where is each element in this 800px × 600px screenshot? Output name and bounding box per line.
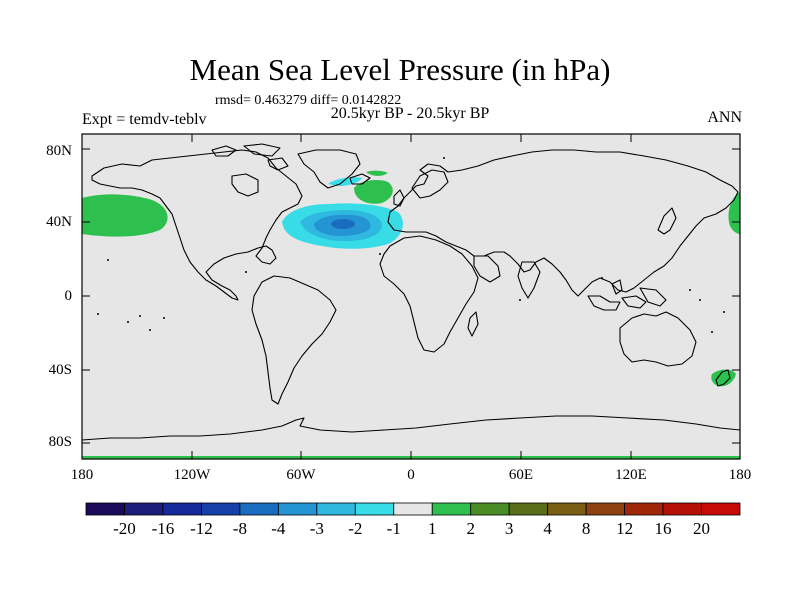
colorbar-swatch — [431, 502, 472, 516]
colorbar-swatch — [162, 502, 202, 516]
stats-text: rmsd= 0.463279 diff= 0.0142822 — [215, 93, 402, 108]
lon-label-0: 0 — [407, 467, 415, 483]
colorbar-tick-label: 12 — [616, 519, 634, 538]
colorbar-tick-label: 3 — [504, 519, 514, 538]
lat-label-80n: 80N — [46, 143, 72, 159]
coastline-antarctica — [82, 415, 740, 441]
colorbar-tick-label: 20 — [693, 519, 711, 538]
colorbar-tick-label: -2 — [348, 519, 363, 538]
colorbar-tick-label: -12 — [190, 519, 213, 538]
coastline-greenland — [297, 149, 361, 189]
plot-title: Mean Sea Level Pressure (in hPa) — [189, 52, 611, 87]
season-label: ANN — [707, 109, 742, 126]
lat-label-40s: 40S — [48, 362, 72, 378]
coastline-eurasia — [387, 149, 739, 297]
colorbar-tick-label: 4 — [543, 519, 552, 538]
colorbar-swatch — [585, 502, 625, 516]
colorbar-swatch — [393, 502, 433, 516]
new-zealand-positive-anomaly — [711, 369, 736, 387]
colorbar-swatch — [124, 502, 164, 516]
coastline-australia — [619, 311, 697, 367]
colorbar-tick-label: -3 — [309, 519, 324, 538]
small-islands — [97, 157, 725, 333]
colorbar — [85, 502, 741, 516]
colorbar-tick-label: -8 — [232, 519, 247, 538]
colorbar-swatch — [508, 502, 549, 516]
colorbar-swatch — [316, 502, 356, 516]
lat-label-40n: 40N — [46, 214, 72, 230]
colorbar-swatch — [662, 502, 702, 516]
colorbar-tick-label: -1 — [386, 519, 401, 538]
lon-label-180e: 180 — [728, 467, 752, 483]
colorbar-swatch — [277, 502, 318, 516]
norwegian-sea-positive-anomaly — [354, 170, 393, 204]
experiment-label: Expt = temdv-teblv — [82, 111, 207, 128]
lon-label-60w: 60W — [286, 467, 316, 483]
colorbar-tick-label: -20 — [113, 519, 136, 538]
colorbar-swatch — [547, 502, 587, 516]
colorbar-swatch — [85, 502, 125, 516]
lon-label-120e: 120E — [615, 467, 647, 483]
coastlines — [82, 143, 740, 441]
colorbar-swatch — [701, 502, 741, 516]
colorbar-swatch — [239, 502, 279, 516]
colorbar-tick-label: 16 — [654, 519, 672, 538]
colorbar-tick-label: 2 — [466, 519, 475, 538]
coastline-south-america — [251, 275, 337, 405]
colorbar-swatch — [624, 502, 664, 516]
period-subtitle: 20.5kyr BP - 20.5kyr BP — [330, 105, 490, 122]
axis-ticks — [82, 134, 740, 459]
colorbar-tick-label: 1 — [427, 519, 437, 538]
lon-label-120w: 120W — [173, 467, 211, 483]
colorbar-swatch — [470, 502, 510, 516]
colorbar-tick-label: 8 — [581, 519, 591, 538]
north-atlantic-negative-anomaly — [282, 177, 403, 249]
coastline-north-america — [91, 149, 303, 301]
colorbar-swatch — [354, 502, 395, 516]
colorbar-swatch — [201, 502, 241, 516]
colorbar-tick-label: -4 — [271, 519, 286, 538]
colorbar-tick-label: -16 — [151, 519, 175, 538]
lat-label-0: 0 — [64, 288, 73, 304]
lon-label-60e: 60E — [508, 467, 534, 483]
map-background — [82, 134, 740, 459]
lat-label-80s: 80S — [48, 434, 72, 450]
coastline-africa — [379, 235, 479, 353]
lon-label-180w: 180 — [70, 467, 94, 483]
